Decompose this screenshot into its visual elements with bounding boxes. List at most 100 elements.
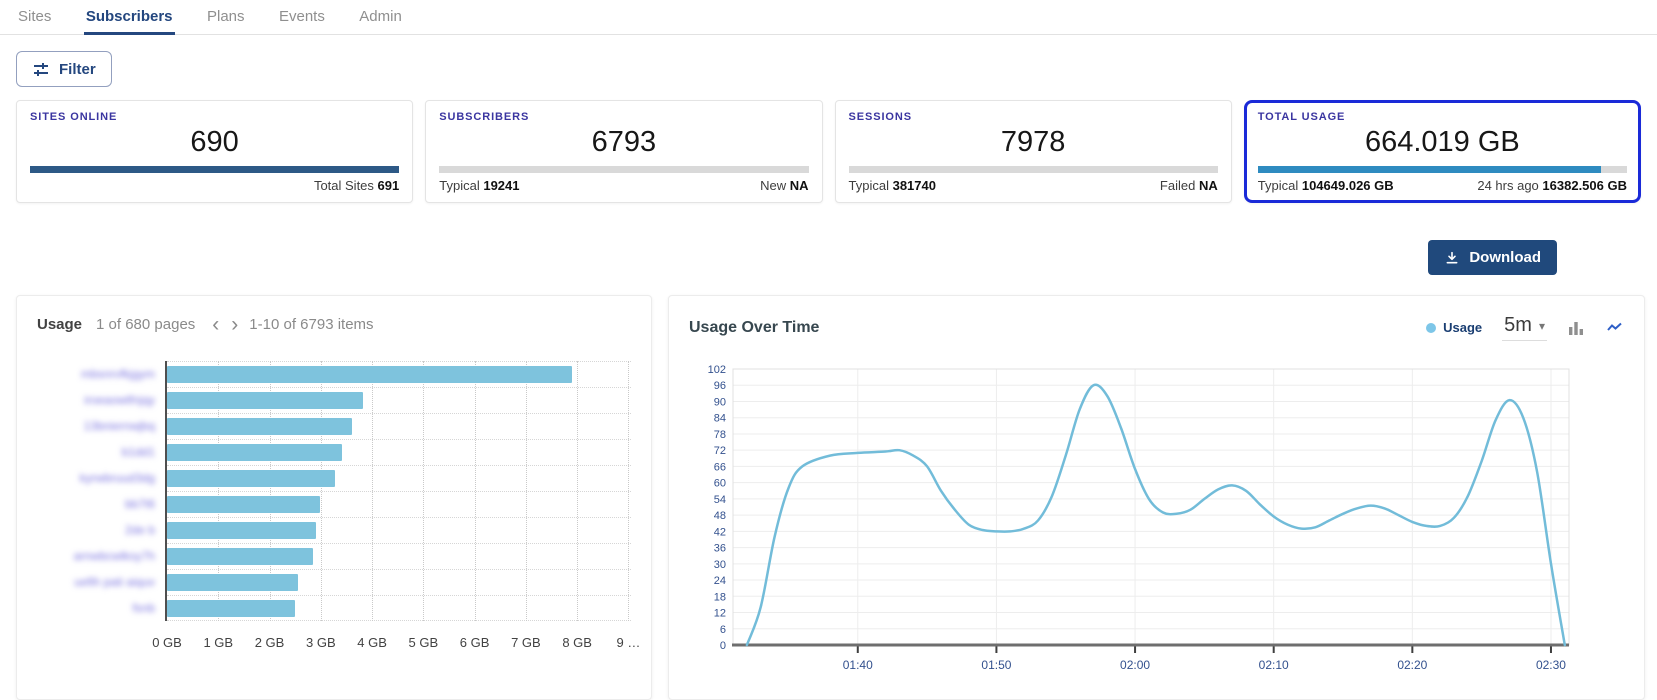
chevron-down-icon: ▾ xyxy=(1538,318,1545,333)
pagination-items-text: 1-10 of 6793 items xyxy=(249,316,374,333)
line-chart-svg: 0 6 12 18 24 30 36 42 48 54 60 66 72 78 84 90 96 102 01:40… xyxy=(708,364,1570,672)
stat-footer: Typical 19241 New NA xyxy=(439,178,809,193)
y-axis-tick-label: 42 xyxy=(714,526,726,538)
gridline-vertical xyxy=(577,361,579,621)
gridline-horizontal xyxy=(167,620,631,621)
y-axis-tick-label: 72 xyxy=(714,445,726,457)
progress-track xyxy=(848,166,1218,173)
x-axis-tick-label: 8 GB xyxy=(562,635,592,650)
line-chart-view-button[interactable] xyxy=(1605,319,1624,336)
bar-category-label: kyrwbruud3dg xyxy=(79,471,155,485)
gridline-horizontal xyxy=(167,491,631,492)
stat-label: SESSIONS xyxy=(848,111,912,123)
gridline-vertical xyxy=(372,361,374,621)
gridline-vertical xyxy=(320,361,322,621)
x-axis-tick-label: 0 GB xyxy=(152,635,182,650)
chart-controls: Usage 5m ▾ xyxy=(1426,314,1624,341)
x-axis-tick-label: 2 GB xyxy=(254,635,285,650)
bar-category-label: 13bniernwjbq xyxy=(83,419,155,433)
gridline-horizontal xyxy=(167,387,631,388)
usage-bar xyxy=(167,365,573,383)
y-axis-tick-label: 18 xyxy=(714,591,726,603)
progress-fill xyxy=(1257,166,1602,173)
stat-value: 664.019 GB xyxy=(1364,126,1520,158)
x-axis-tick-label: 02:10 xyxy=(1259,658,1289,672)
usage-over-time-title: Usage Over Time xyxy=(689,318,820,336)
stat-value: 7978 xyxy=(1000,126,1066,158)
stat-footer: Total Sites 691 xyxy=(313,178,400,193)
y-axis-tick-label: 102 xyxy=(708,364,726,376)
x-axis-tick-label: 3 GB xyxy=(305,635,336,650)
gridline-vertical xyxy=(269,361,271,621)
usage-bar xyxy=(167,469,335,487)
bar-category-label: arnwbcwlksy7h xyxy=(73,549,155,563)
filter-label: Filter xyxy=(59,60,96,78)
interval-select[interactable]: 5m ▾ xyxy=(1502,314,1547,341)
gridline-horizontal xyxy=(167,439,631,440)
y-axis-tick-label: 90 xyxy=(714,396,726,408)
stat-value: 6793 xyxy=(591,126,657,158)
gridline-horizontal xyxy=(167,361,631,362)
usage-panel: Usage 1 of 680 pages ‹ › 1-10 of 6793 it… xyxy=(16,295,652,700)
y-axis-tick-label: 78 xyxy=(714,429,726,441)
stat-footer: Typical 381740 Failed NA xyxy=(848,178,1218,193)
gridline-vertical xyxy=(525,361,527,621)
bar-chart-view-button[interactable] xyxy=(1567,319,1585,337)
stat-value: 690 xyxy=(190,126,239,158)
usage-bar xyxy=(167,521,316,539)
tab-subscribers[interactable]: Subscribers xyxy=(83,0,175,35)
progress-track xyxy=(1257,166,1627,173)
usage-bar xyxy=(167,547,313,565)
bar-chart-icon xyxy=(1567,319,1585,337)
y-axis-tick-label: 66 xyxy=(714,461,726,473)
gridline-horizontal xyxy=(167,595,631,596)
gridline-horizontal xyxy=(167,569,631,570)
pagination-prev-button[interactable]: ‹ xyxy=(209,314,222,335)
gridline-horizontal xyxy=(167,465,631,466)
filter-button[interactable]: Filter xyxy=(16,51,112,87)
gridline-horizontal xyxy=(167,517,631,518)
tab-events[interactable]: Events xyxy=(278,8,325,25)
progress-track xyxy=(439,166,809,173)
bar-category-label: 2de b xyxy=(124,523,155,537)
pagination-pages-text: 1 of 680 pages xyxy=(96,316,196,333)
stat-card-subscribers[interactable]: SUBSCRIBERS 6793 Typical 19241 New NA xyxy=(425,100,823,203)
usage-bar xyxy=(167,573,299,591)
gridline-vertical xyxy=(423,361,425,621)
bar-category-label: b1dd1 xyxy=(121,445,155,459)
usage-over-time-chart: 0 6 12 18 24 30 36 42 48 54 60 66 72 78 84 90 96 102 01:40… xyxy=(689,361,1624,681)
y-axis-tick-label: 12 xyxy=(714,608,726,620)
legend-usage[interactable]: Usage xyxy=(1426,320,1482,335)
interval-value: 5m xyxy=(1504,314,1532,336)
download-button[interactable]: Download xyxy=(1428,240,1557,275)
stat-card-total-usage[interactable]: TOTAL USAGE 664.019 GB Typical 104649.02… xyxy=(1243,100,1641,203)
tab-admin[interactable]: Admin xyxy=(359,8,402,25)
stat-card-sessions[interactable]: SESSIONS 7978 Typical 381740 Failed NA xyxy=(834,100,1232,203)
bar-category-label: uefih pati aiquv xyxy=(74,575,155,589)
stats-row: SITES ONLINE 690 Total Sites 691 SUBSCRI… xyxy=(16,100,1641,203)
x-axis-tick-label: 02:30 xyxy=(1536,658,1566,672)
gridline-vertical xyxy=(474,361,476,621)
gridline-vertical xyxy=(628,361,630,621)
top-nav: Sites Subscribers Plans Events Admin xyxy=(0,0,1657,35)
usage-over-time-panel: Usage Over Time Usage 5m ▾ xyxy=(668,295,1645,700)
y-axis-tick-label: 48 xyxy=(714,510,726,522)
y-axis-tick-label: 84 xyxy=(714,413,726,425)
tab-sites[interactable]: Sites xyxy=(18,8,52,25)
y-axis-tick-label: 54 xyxy=(714,494,726,506)
bar-category-label: bb7t6 xyxy=(124,497,155,511)
download-icon xyxy=(1444,250,1460,266)
y-axis-tick-label: 36 xyxy=(714,543,726,555)
x-axis-tick-label: 01:50 xyxy=(981,658,1011,672)
stat-card-sites-online[interactable]: SITES ONLINE 690 Total Sites 691 xyxy=(16,100,414,203)
usage-over-time-header: Usage Over Time Usage 5m ▾ xyxy=(689,314,1624,341)
pagination-next-button[interactable]: › xyxy=(228,314,241,335)
tab-plans[interactable]: Plans xyxy=(206,8,245,25)
usage-bar xyxy=(167,599,295,617)
gridline-vertical xyxy=(218,361,220,621)
y-axis-tick-label: 96 xyxy=(714,380,726,392)
stat-label: SUBSCRIBERS xyxy=(439,111,530,123)
x-axis-tick-label: 9 … xyxy=(616,635,641,650)
progress-fill xyxy=(30,166,399,173)
bar-chart-x-axis-labels: 0 GB 1 GB 2 GB 3 GB 4 GB 5 GB 6 GB 7 GB 8 GB 9 … xyxy=(152,635,640,655)
